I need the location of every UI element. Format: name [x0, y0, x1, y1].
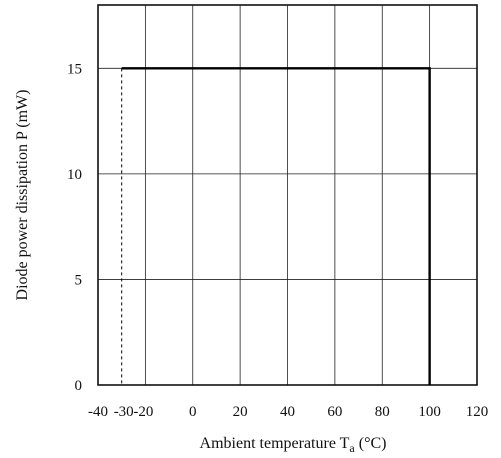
y-tick-label: 15 — [67, 61, 82, 77]
x-axis-title-main: Ambient temperature T — [200, 435, 350, 452]
x-tick-label: 60 — [327, 404, 342, 420]
y-tick-label: 5 — [75, 272, 83, 288]
x-tick-label: 80 — [375, 404, 390, 420]
plot-area-frame — [97, 4, 478, 386]
x-tick-label: -20 — [133, 404, 153, 420]
x-tick-label: 20 — [233, 404, 248, 420]
x-tick-label: 0 — [189, 404, 197, 420]
x-axis-title: Ambient temperature Ta (°C) — [200, 435, 387, 455]
y-axis-title: Diode power dissipation P (mW) — [14, 90, 31, 301]
x-axis-ticks: -40 -30 -20 0 20 40 60 80 100 120 — [88, 404, 488, 420]
x-tick-label: 40 — [280, 404, 295, 420]
x-tick-label: 100 — [418, 404, 441, 420]
x-tick-label: -40 — [88, 404, 108, 420]
x-tick-label: 120 — [466, 404, 489, 420]
y-axis-ticks: 0 5 10 15 — [67, 61, 82, 394]
y-tick-label: 10 — [67, 167, 82, 183]
series-layer — [121, 67, 431, 385]
x-tick-label: -30 — [114, 404, 134, 420]
derating-curve-line — [121, 67, 431, 385]
x-axis-title-unit: (°C) — [355, 435, 387, 452]
y-tick-label: 0 — [75, 378, 83, 394]
x-axis-title-subscript: a — [349, 441, 355, 455]
grid — [98, 5, 477, 385]
